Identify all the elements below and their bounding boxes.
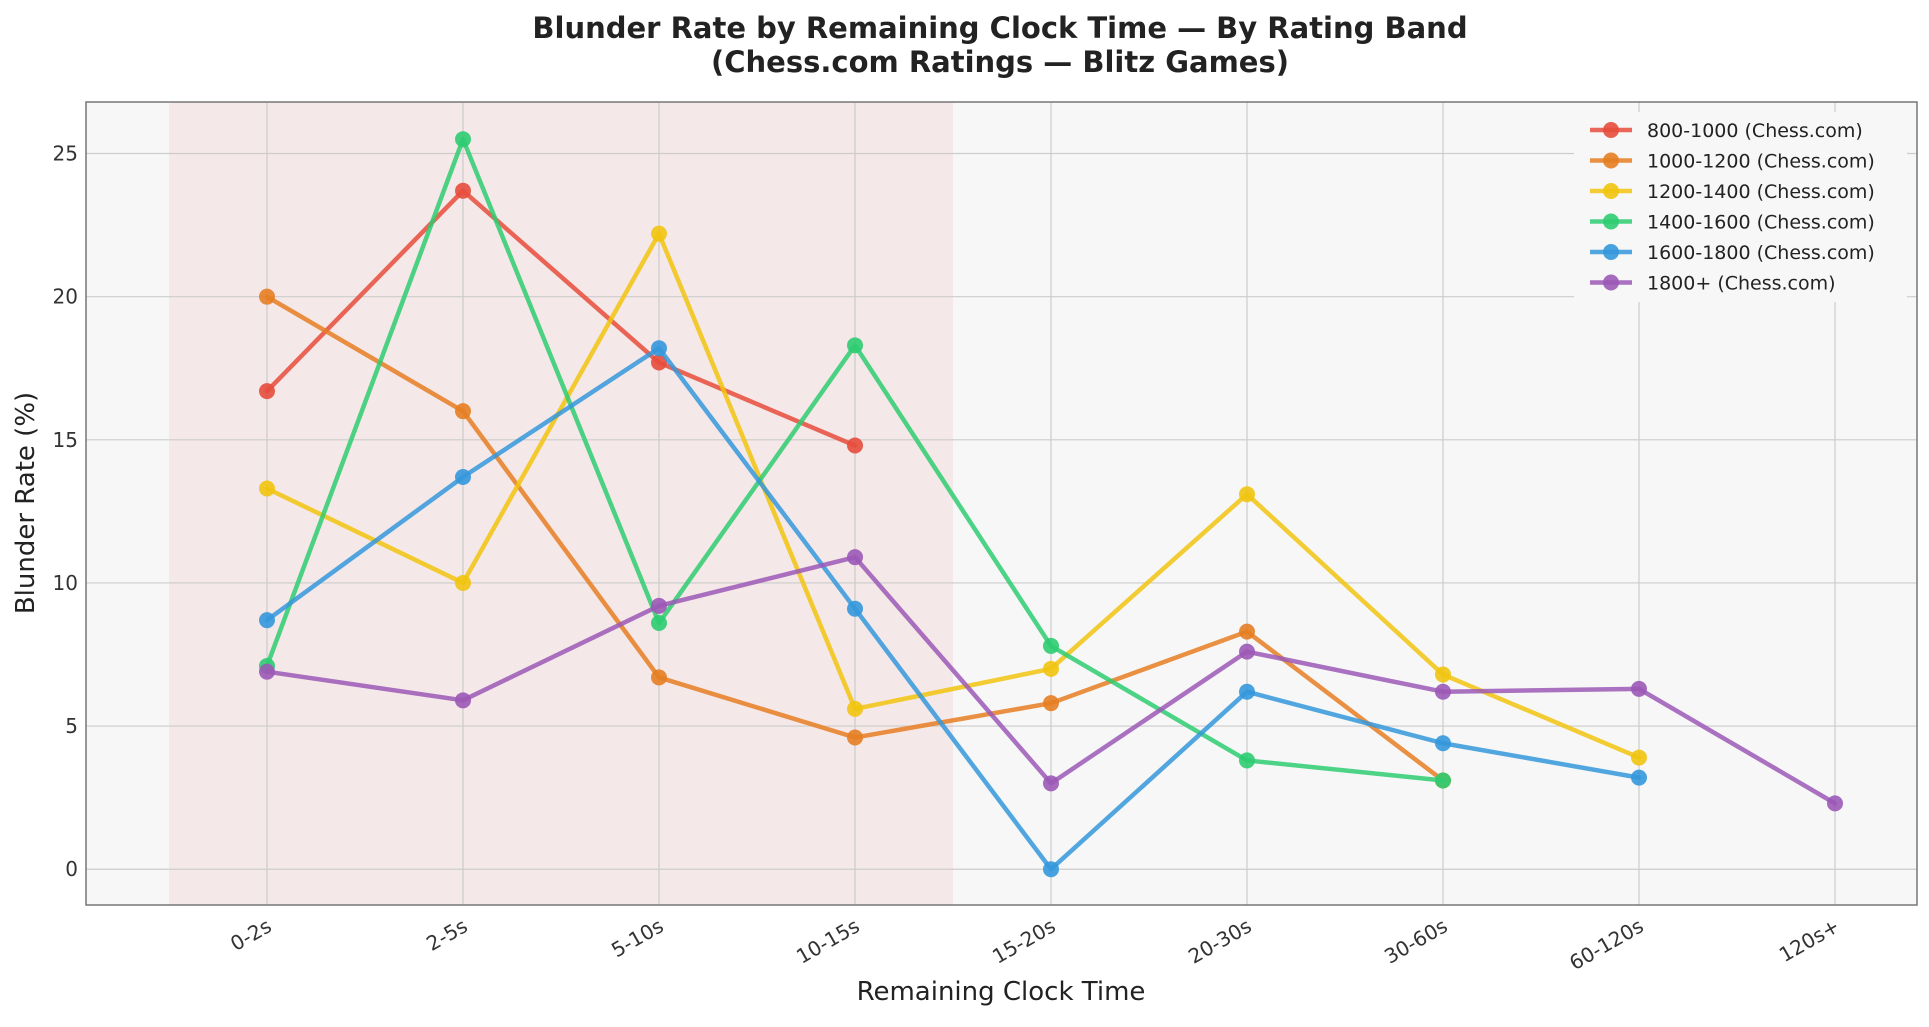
y-axis-label: Blunder Rate (%) bbox=[11, 392, 41, 614]
data-point bbox=[1435, 683, 1451, 700]
data-point bbox=[847, 337, 863, 354]
data-point bbox=[1631, 749, 1647, 766]
data-point bbox=[1239, 683, 1255, 700]
series-group bbox=[259, 225, 1647, 766]
data-point bbox=[259, 612, 275, 629]
series-group bbox=[259, 131, 1451, 789]
data-point bbox=[259, 383, 275, 400]
legend-swatch-marker bbox=[1603, 152, 1619, 169]
data-point bbox=[455, 403, 471, 420]
data-point bbox=[259, 288, 275, 305]
data-point bbox=[847, 549, 863, 566]
data-point bbox=[1239, 486, 1255, 503]
data-point bbox=[651, 340, 667, 357]
data-point bbox=[1631, 680, 1647, 697]
data-point bbox=[1435, 772, 1451, 789]
chart-title: Blunder Rate by Remaining Clock Time — B… bbox=[532, 11, 1467, 45]
data-point bbox=[847, 700, 863, 717]
x-tick-label: 5-10s bbox=[607, 914, 667, 963]
data-point bbox=[847, 437, 863, 454]
legend-swatch-marker bbox=[1603, 183, 1619, 199]
x-axis-ticks: 0-2s 2-5s 5-10s 10-15s 15-20s 20-30s 30-60s 60-… bbox=[226, 914, 1843, 975]
data-point bbox=[847, 729, 863, 746]
y-axis-ticks: 0 5 10 15 20 25 bbox=[53, 142, 78, 882]
plot-frame bbox=[85, 101, 1918, 906]
legend-entry-label: 1600-1800 (Chess.com) bbox=[1647, 242, 1875, 264]
y-tick-label: 10 bbox=[53, 571, 78, 595]
y-tick-label: 20 bbox=[53, 285, 78, 309]
legend-entry-label: 1000-1200 (Chess.com) bbox=[1647, 151, 1875, 173]
series-group bbox=[259, 340, 1647, 878]
data-point bbox=[1239, 623, 1255, 640]
y-tick-label: 25 bbox=[53, 142, 78, 166]
series-line bbox=[264, 188, 858, 448]
legend-box bbox=[1574, 112, 1907, 302]
x-tick-label: 0-2s bbox=[226, 914, 275, 956]
highlight-region bbox=[169, 102, 953, 905]
chart-subtitle: (Chess.com Ratings — Blitz Games) bbox=[711, 45, 1289, 79]
legend-entry-label: 1400-1600 (Chess.com) bbox=[1647, 212, 1875, 234]
series-group bbox=[259, 549, 1843, 812]
data-point bbox=[455, 469, 471, 486]
highlight-band bbox=[169, 102, 953, 905]
x-tick-label: 20-30s bbox=[1184, 914, 1255, 969]
x-axis-label: Remaining Clock Time bbox=[857, 977, 1146, 1007]
y-tick-label: 15 bbox=[53, 428, 78, 452]
x-tick-label: 120s+ bbox=[1775, 914, 1844, 967]
data-point bbox=[651, 615, 667, 632]
data-point bbox=[1827, 795, 1843, 812]
data-point bbox=[1043, 861, 1059, 878]
data-point bbox=[1435, 735, 1451, 752]
legend-swatch-marker bbox=[1603, 122, 1619, 138]
x-tick-label: 60-120s bbox=[1565, 914, 1647, 975]
data-point bbox=[1043, 660, 1059, 677]
data-point bbox=[455, 692, 471, 709]
y-tick-label: 5 bbox=[65, 714, 78, 738]
data-point bbox=[1631, 769, 1647, 786]
data-point bbox=[259, 480, 275, 497]
data-point bbox=[1239, 752, 1255, 769]
data-point bbox=[651, 669, 667, 686]
x-tick-label: 30-60s bbox=[1380, 914, 1451, 969]
x-tick-label: 2-5s bbox=[422, 914, 471, 956]
x-tick-label: 10-15s bbox=[792, 914, 863, 969]
series-line bbox=[264, 345, 1642, 872]
data-point bbox=[1435, 666, 1451, 683]
series-group bbox=[259, 131, 1843, 878]
data-point bbox=[651, 597, 667, 614]
legend-entry-label: 1800+ (Chess.com) bbox=[1647, 273, 1836, 295]
data-point bbox=[1043, 695, 1059, 712]
data-point bbox=[455, 574, 471, 591]
data-point bbox=[651, 225, 667, 242]
data-point bbox=[1043, 775, 1059, 792]
legend-entry-label: 800-1000 (Chess.com) bbox=[1647, 120, 1863, 142]
legend: 800-1000 (Chess.com) 1000-1200 (Chess.com… bbox=[1574, 112, 1907, 302]
data-point bbox=[455, 131, 471, 148]
data-point bbox=[1043, 637, 1059, 654]
data-point bbox=[455, 182, 471, 199]
legend-entry-label: 1200-1400 (Chess.com) bbox=[1647, 181, 1875, 203]
legend-swatch-marker bbox=[1603, 274, 1619, 291]
data-point bbox=[259, 663, 275, 680]
series-line bbox=[264, 231, 1642, 760]
data-point bbox=[1239, 643, 1255, 660]
legend-swatch-marker bbox=[1603, 213, 1619, 230]
x-tick-label: 15-20s bbox=[988, 914, 1059, 969]
legend-swatch-marker bbox=[1603, 244, 1619, 260]
y-tick-label: 0 bbox=[65, 857, 78, 881]
data-point bbox=[847, 600, 863, 617]
series-group bbox=[259, 182, 863, 454]
data-point bbox=[651, 354, 667, 371]
